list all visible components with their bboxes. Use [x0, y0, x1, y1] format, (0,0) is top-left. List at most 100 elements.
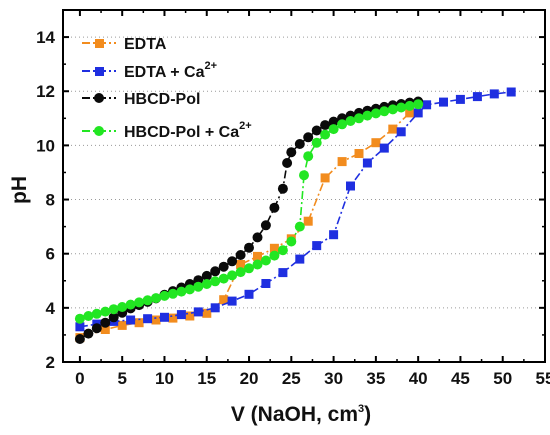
data-point-edta-ca — [160, 312, 169, 322]
y-tick-label: 4 — [46, 299, 56, 318]
data-point-hbcd-pol-ca — [404, 100, 415, 111]
data-point-edta-ca — [244, 289, 254, 299]
data-point-hbcd-pol — [328, 116, 339, 127]
legend-marker-hbcd-pol — [94, 93, 104, 103]
data-point-hbcd-pol-ca — [159, 290, 170, 301]
data-point-hbcd-pol — [91, 323, 102, 334]
data-point-edta — [185, 311, 195, 321]
data-point-hbcd-pol-ca — [117, 302, 128, 312]
y-tick-label: 8 — [46, 191, 55, 210]
data-point-edta — [151, 315, 161, 325]
data-point-hbcd-pol-ca — [328, 124, 339, 135]
legend-item-hbcd-pol: HBCD-Pol — [82, 91, 200, 108]
data-point-edta — [320, 173, 330, 183]
data-point-hbcd-pol — [244, 242, 254, 253]
data-point-edta-ca — [396, 127, 406, 137]
data-point-hbcd-pol — [100, 317, 111, 328]
data-point-hbcd-pol — [252, 232, 263, 243]
legend: EDTA EDTA + Ca2+ HBCD-Pol HBCD-Pol + Ca2… — [82, 36, 252, 141]
data-point-hbcd-pol — [286, 147, 297, 158]
y-tick-labels: 2 4 6 8 10 12 14 — [36, 28, 55, 372]
data-point-edta-ca — [193, 307, 203, 317]
data-point-hbcd-pol-ca — [108, 304, 119, 315]
series-edta — [75, 108, 415, 343]
data-point-edta-ca — [295, 254, 305, 264]
y-tick-label: 12 — [36, 82, 55, 101]
data-point-hbcd-pol-ca — [201, 279, 212, 289]
data-point-hbcd-pol-ca — [260, 255, 271, 266]
data-point-edta — [388, 124, 398, 134]
x-tick-label: 55 — [536, 369, 550, 388]
data-point-edta — [134, 318, 144, 328]
data-point-edta-ca — [506, 87, 516, 97]
data-point-hbcd-pol-ca — [151, 293, 161, 304]
x-tick-label: 30 — [324, 369, 343, 388]
data-point-hbcd-pol-ca — [370, 108, 381, 119]
data-point-hbcd-pol-ca — [100, 306, 111, 317]
data-point-edta-ca — [261, 279, 271, 288]
data-point-hbcd-pol — [260, 220, 271, 231]
data-point-hbcd-pol — [108, 312, 119, 323]
legend-marker-hbcd-pol-ca — [94, 126, 104, 136]
data-point-hbcd-pol — [311, 125, 322, 136]
data-point-hbcd-pol-ca — [396, 102, 407, 113]
data-point-hbcd-pol-ca — [379, 106, 390, 117]
legend-label-hbcd-pol-ca: HBCD-Pol + Ca2+ — [124, 120, 252, 141]
x-axis-title: V (NaOH, cm3) — [231, 403, 371, 426]
legend-label-hbcd-pol: HBCD-Pol — [124, 91, 200, 108]
series-layer — [74, 87, 516, 344]
data-point-edta-ca — [75, 322, 85, 332]
data-point-hbcd-pol-ca — [184, 284, 195, 295]
data-point-edta-ca — [346, 181, 355, 191]
data-point-edta — [303, 216, 313, 226]
data-point-edta-ca — [312, 241, 322, 251]
data-point-edta-ca — [126, 315, 136, 325]
legend-item-edta: EDTA — [82, 36, 167, 53]
axis-ticks — [63, 10, 546, 363]
x-tick-label: 10 — [155, 369, 174, 388]
data-point-edta — [337, 157, 347, 167]
data-point-hbcd-pol — [277, 183, 288, 194]
data-point-edta — [219, 295, 229, 305]
data-point-edta-ca — [472, 92, 482, 102]
data-point-edta — [253, 251, 262, 261]
data-point-hbcd-pol — [303, 132, 314, 143]
x-tick-label: 25 — [282, 369, 301, 388]
x-tick-label: 35 — [366, 369, 385, 388]
data-point-hbcd-pol-ca — [299, 170, 309, 181]
y-tick-label: 2 — [46, 353, 55, 372]
data-point-hbcd-pol-ca — [244, 263, 254, 274]
data-point-hbcd-pol-ca — [83, 311, 94, 321]
data-point-hbcd-pol — [227, 256, 238, 267]
data-point-edta — [100, 325, 110, 334]
legend-item-hbcd-pol-ca: HBCD-Pol + Ca2+ — [82, 120, 252, 141]
data-point-hbcd-pol-ca — [277, 245, 288, 256]
data-point-hbcd-pol-ca — [227, 270, 238, 281]
data-point-hbcd-pol-ca — [74, 313, 85, 324]
data-point-edta — [371, 138, 381, 148]
data-point-edta-ca — [210, 303, 220, 313]
y-tick-label: 14 — [36, 28, 55, 47]
data-point-edta-ca — [143, 314, 153, 324]
x-tick-label: 5 — [117, 369, 126, 388]
data-point-edta — [236, 260, 246, 269]
data-point-edta-ca — [176, 310, 186, 320]
data-point-hbcd-pol-ca — [210, 276, 221, 287]
data-point-hbcd-pol-ca — [320, 129, 331, 140]
legend-item-edta-ca: EDTA + Ca2+ — [82, 60, 217, 81]
plot-frame — [62, 9, 546, 363]
data-point-edta — [168, 313, 178, 323]
data-point-edta — [405, 108, 415, 118]
data-point-hbcd-pol — [320, 120, 331, 131]
data-point-hbcd-pol-ca — [176, 286, 187, 297]
x-tick-label: 40 — [409, 369, 428, 388]
data-point-edta-ca — [439, 97, 448, 107]
data-point-edta — [202, 308, 212, 318]
data-point-hbcd-pol-ca — [193, 281, 204, 292]
data-point-hbcd-pol — [83, 328, 94, 339]
data-point-hbcd-pol-ca — [303, 151, 314, 162]
y-tick-label: 10 — [36, 136, 55, 155]
x-tick-label: 45 — [451, 369, 470, 388]
data-point-edta-ca — [362, 158, 372, 168]
